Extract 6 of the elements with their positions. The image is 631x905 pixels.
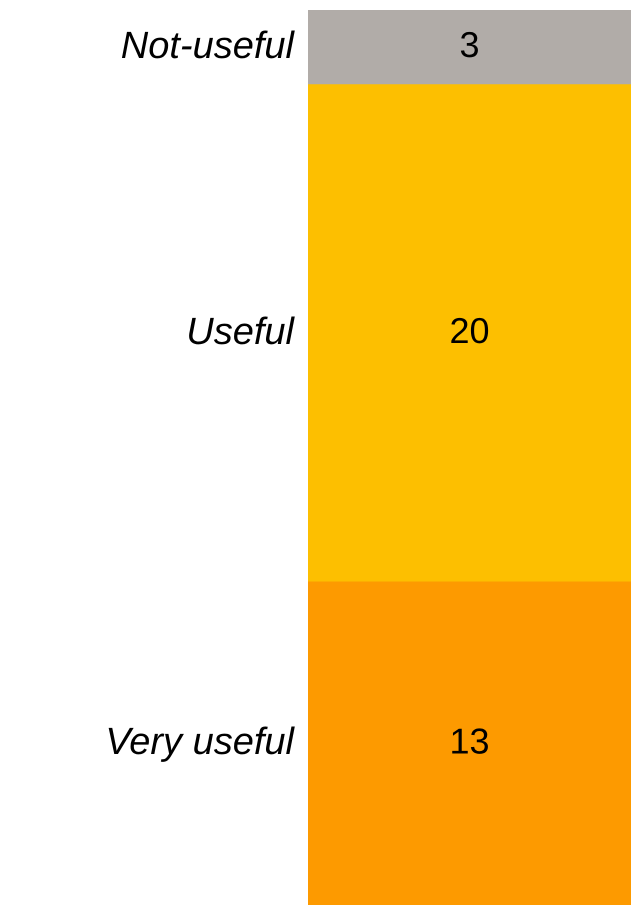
data-label: 13 [449, 720, 490, 762]
data-label: 20 [449, 310, 490, 352]
series-label: Very useful [105, 720, 296, 763]
series-label: Not-useful [120, 24, 296, 67]
data-label: 3 [459, 24, 480, 66]
series-label: Useful [186, 310, 296, 353]
